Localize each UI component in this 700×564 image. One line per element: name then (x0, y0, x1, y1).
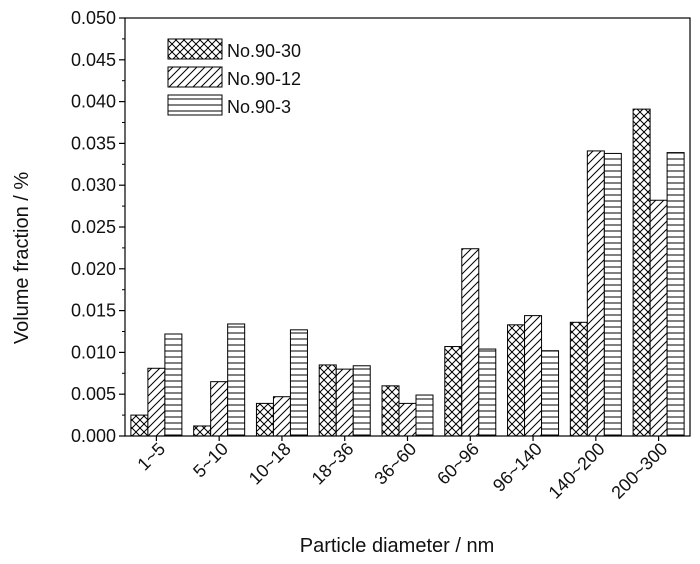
x-tick-label: 140~200 (545, 439, 609, 503)
legend-swatch (167, 66, 223, 88)
y-tick-label: 0.045 (71, 50, 116, 70)
y-tick-label: 0.000 (71, 426, 116, 446)
bar-No.90-12-60~96 (461, 248, 480, 437)
bar-No.90-12-5~10 (210, 381, 229, 437)
bar-No.90-3-36~60 (415, 394, 434, 437)
bar-No.90-12-36~60 (398, 402, 417, 437)
bar-No.90-30-1~5 (130, 414, 149, 437)
bar-No.90-30-36~60 (381, 385, 400, 437)
bars-group (130, 108, 685, 437)
bar-No.90-3-1~5 (164, 333, 183, 437)
y-tick-label: 0.050 (71, 8, 116, 28)
bar-No.90-30-10~18 (255, 402, 274, 437)
legend-label: No.90-30 (227, 41, 301, 61)
bar-No.90-30-96~140 (507, 324, 526, 437)
x-tick-label: 5~10 (189, 439, 232, 482)
x-tick-label: 60~96 (433, 439, 483, 489)
x-tick-label: 1~5 (133, 439, 169, 475)
y-tick-label: 0.015 (71, 301, 116, 321)
bar-No.90-3-18~36 (352, 365, 371, 437)
bar-No.90-12-10~18 (272, 396, 291, 437)
x-tick-label: 200~300 (607, 439, 671, 503)
bar-No.90-3-10~18 (289, 329, 308, 437)
y-tick-label: 0.035 (71, 133, 116, 153)
bar-No.90-12-96~140 (524, 315, 543, 437)
legend-label: No.90-3 (227, 97, 291, 117)
bar-No.90-3-140~200 (603, 152, 622, 437)
bar-No.90-30-140~200 (569, 321, 588, 437)
legend: No.90-30 No.90-12 No.90-3 (167, 38, 301, 117)
y-tick-label: 0.010 (71, 342, 116, 362)
x-axis-ticks: 1~5 5~10 10~18 18~36 36~60 60~96 96~140140~200… (133, 436, 671, 503)
y-axis-ticks: 0.000 0.005 0.010 0.015 0.020 0.025 0.030 0.035… (71, 8, 125, 446)
x-tick-label: 96~140 (489, 439, 546, 496)
bar-No.90-30-200~300 (632, 108, 651, 437)
bar-No.90-12-140~200 (586, 150, 605, 437)
y-tick-label: 0.025 (71, 217, 116, 237)
x-tick-label: 36~60 (370, 439, 420, 489)
y-tick-label: 0.030 (71, 175, 116, 195)
bar-No.90-3-5~10 (227, 323, 246, 437)
legend-label: No.90-12 (227, 69, 301, 89)
bar-No.90-12-200~300 (649, 199, 668, 437)
bar-No.90-3-96~140 (541, 350, 560, 437)
y-tick-label: 0.040 (71, 92, 116, 112)
bar-No.90-30-60~96 (444, 346, 463, 437)
x-axis-title: Particle diameter / nm (300, 535, 495, 557)
bar-No.90-3-60~96 (478, 348, 497, 437)
x-tick-label: 10~18 (245, 439, 295, 489)
y-axis-title: Volume fraction / % (11, 172, 33, 345)
legend-swatch (167, 94, 223, 116)
legend-swatch (167, 38, 223, 60)
bar-No.90-3-200~300 (666, 152, 685, 437)
y-tick-label: 0.020 (71, 259, 116, 279)
plot-frame (124, 17, 691, 437)
y-tick-label: 0.005 (71, 384, 116, 404)
x-tick-label: 18~36 (308, 439, 358, 489)
bar-No.90-30-18~36 (318, 364, 337, 437)
bar-No.90-12-18~36 (335, 368, 354, 437)
bar-No.90-30-5~10 (193, 425, 212, 437)
bar-No.90-12-1~5 (147, 367, 166, 437)
